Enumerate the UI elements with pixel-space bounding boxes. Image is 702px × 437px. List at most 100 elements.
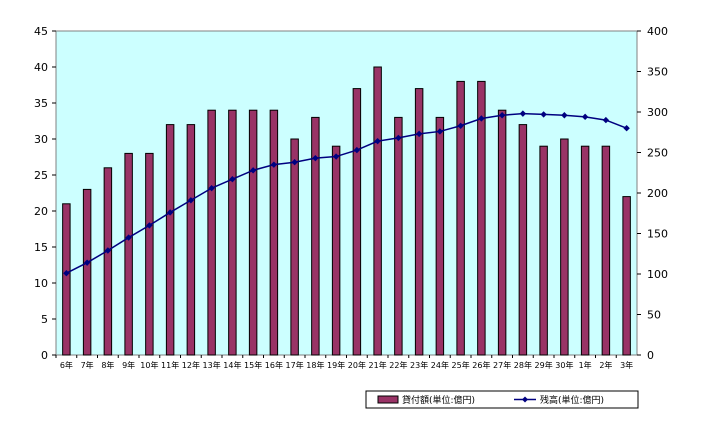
- plot-area: [55, 30, 638, 356]
- x-axis-category-label: 17年: [286, 360, 304, 370]
- x-axis-category-label: 8年: [101, 360, 114, 370]
- x-axis-category-label: 23年: [410, 360, 428, 370]
- x-axis-category-label: 1年: [579, 360, 592, 370]
- left-axis-tick-label: 20: [34, 205, 48, 218]
- x-axis-category-label: 28年: [514, 360, 532, 370]
- bar: [497, 109, 507, 356]
- x-axis-category-label: 19年: [327, 360, 345, 370]
- bar: [165, 124, 175, 356]
- bar: [622, 196, 631, 356]
- x-axis-category-label: 18年: [306, 360, 324, 370]
- left-axis-tick-label: 15: [34, 241, 48, 254]
- bar: [560, 138, 569, 356]
- x-axis-category-label: 3年: [620, 360, 633, 370]
- line-point: [208, 184, 215, 192]
- right-axis-tick-label: 300: [647, 106, 668, 119]
- right-axis-tick-label: 200: [647, 187, 668, 200]
- line-point: [332, 153, 340, 160]
- line-point: [374, 137, 381, 145]
- bar: [373, 66, 382, 356]
- bar: [248, 109, 258, 356]
- x-axis-category-label: 9年: [122, 360, 135, 370]
- x-axis-category-label: 16年: [265, 360, 283, 370]
- line-point: [229, 176, 236, 183]
- line-point: [436, 128, 444, 135]
- bar: [394, 116, 403, 356]
- bar: [477, 80, 486, 356]
- line-point: [249, 167, 257, 174]
- left-axis-tick-label: 5: [41, 313, 48, 326]
- line-point: [83, 259, 91, 266]
- right-axis-tick-label: 250: [647, 147, 668, 160]
- bar: [352, 88, 362, 356]
- bar: [62, 203, 71, 356]
- bar: [601, 145, 611, 356]
- bar: [269, 109, 279, 356]
- line-point: [270, 161, 278, 168]
- x-axis-category-label: 27年: [493, 360, 511, 370]
- right-axis-tick-label: 150: [647, 228, 668, 241]
- x-axis-category-label: 7年: [81, 360, 94, 370]
- x-axis-category-label: 15年: [244, 360, 262, 370]
- right-axis-tick-label: 100: [647, 268, 668, 281]
- legend-bar-label: 貸付額(単位:億円): [402, 394, 475, 406]
- bar: [290, 138, 299, 356]
- bar: [414, 88, 424, 356]
- line-point: [146, 222, 153, 229]
- bar: [539, 145, 548, 356]
- line-point: [478, 115, 485, 122]
- right-axis-tick-label: 50: [647, 309, 661, 322]
- line-point: [104, 247, 112, 254]
- line-point: [540, 111, 547, 118]
- x-axis-category-label: 22年: [389, 360, 407, 370]
- bar: [207, 109, 216, 356]
- line-point: [623, 125, 630, 132]
- bar: [580, 145, 590, 356]
- x-axis-category-label: 21年: [369, 360, 387, 370]
- x-axis-category-label: 29年: [535, 360, 553, 370]
- line-point: [63, 269, 70, 277]
- left-axis-tick-label: 45: [34, 25, 48, 38]
- bar: [435, 116, 445, 356]
- bar: [518, 124, 528, 356]
- line-point: [353, 146, 361, 154]
- x-axis-category-label: 10年: [140, 360, 158, 370]
- line-point: [602, 116, 610, 124]
- line-point: [395, 134, 402, 142]
- bar: [228, 109, 237, 356]
- x-axis-category-label: 12年: [182, 360, 200, 370]
- line-point: [291, 159, 298, 166]
- legend: [365, 390, 639, 409]
- left-axis-tick-label: 25: [34, 169, 48, 182]
- bar: [124, 152, 133, 356]
- x-axis-category-label: 14年: [223, 360, 241, 370]
- bar: [186, 124, 196, 356]
- x-axis-category-label: 30年: [555, 360, 573, 370]
- line-point: [561, 112, 568, 119]
- right-axis-tick-label: 0: [647, 349, 654, 362]
- x-axis-category-label: 13年: [203, 360, 221, 370]
- line-point: [187, 197, 195, 204]
- legend-bar-swatch: [377, 395, 399, 404]
- bar: [82, 188, 92, 356]
- x-axis-category-label: 26年: [472, 360, 490, 370]
- left-axis-tick-label: 0: [41, 349, 48, 362]
- right-axis-tick-label: 350: [647, 66, 668, 79]
- bar: [103, 167, 113, 356]
- line-point: [125, 234, 132, 241]
- line-point: [166, 209, 174, 216]
- x-axis-category-label: 6年: [60, 360, 73, 370]
- line-point: [498, 112, 506, 119]
- line-point: [312, 154, 319, 162]
- x-axis-category-label: 25年: [452, 360, 470, 370]
- bar: [145, 152, 154, 356]
- x-axis-category-label: 11年: [161, 360, 179, 370]
- x-axis-category-label: 2年: [599, 360, 612, 370]
- balance-line: [66, 112, 627, 274]
- line-point: [519, 110, 527, 117]
- left-axis-tick-label: 30: [34, 133, 48, 146]
- x-axis-category-label: 24年: [431, 360, 449, 370]
- bar: [331, 145, 341, 356]
